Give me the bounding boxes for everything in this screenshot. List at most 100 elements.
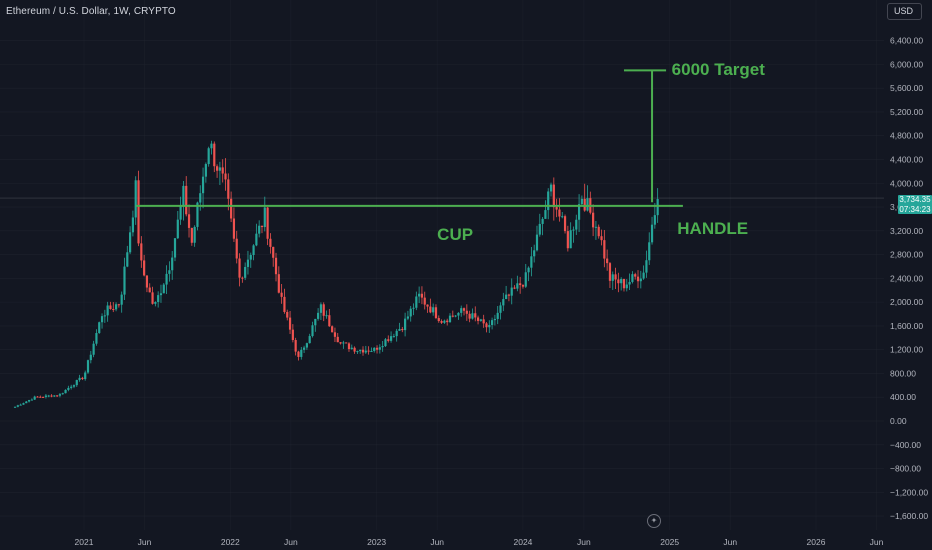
candle-body [179, 206, 182, 220]
candle-body [224, 173, 227, 180]
candle-body [154, 301, 157, 304]
candle-body [555, 207, 558, 210]
grid-lines [0, 40, 884, 517]
candle-body [406, 316, 410, 319]
price-tick-label: 1,600.00 [890, 321, 923, 331]
candle-body [269, 238, 272, 247]
candle-body [274, 257, 278, 275]
candle-body [238, 258, 241, 278]
candle-body [196, 202, 199, 227]
candle-body [70, 386, 73, 388]
candle-body [462, 308, 466, 311]
handle-label[interactable]: HANDLE [677, 219, 748, 238]
candle-body [213, 143, 216, 167]
candle-body [317, 312, 320, 319]
price-tick-label: 400.00 [890, 392, 916, 402]
candle-body [84, 372, 87, 380]
candle-body [114, 304, 118, 310]
price-tick-label: 4,000.00 [890, 178, 923, 188]
candle-body [241, 277, 244, 279]
candle-body [95, 333, 98, 344]
candle-body [42, 396, 45, 398]
candle-body [479, 319, 482, 321]
candle-body [255, 233, 258, 246]
candle-body [521, 285, 525, 287]
time-tick-label: 2023 [367, 537, 386, 547]
candle-body [120, 294, 123, 305]
time-axis[interactable]: 2021 Jun 2022 Jun 2023 Jun 2024 Jun 2025 Jun 2026 J… [75, 537, 884, 547]
candle-body [519, 283, 522, 286]
cup-label[interactable]: CUP [437, 225, 473, 244]
time-tick-label: 2022 [221, 537, 240, 547]
candle-body [173, 238, 177, 258]
price-tick-label: 5,200.00 [890, 107, 923, 117]
candle-body [277, 274, 280, 293]
candle-body [171, 257, 174, 271]
candle-body [471, 313, 474, 319]
candle-body [58, 394, 62, 396]
candle-body [33, 396, 36, 400]
candle-body [322, 304, 325, 316]
candle-body [176, 219, 179, 239]
time-tick-label: 2024 [513, 537, 532, 547]
price-axis[interactable]: 6,400.00 6,000.00 5,600.00 5,200.00 4,800.00… [890, 36, 928, 521]
goto-realtime-icon[interactable]: ✦ [647, 514, 661, 528]
candle-body [404, 318, 407, 331]
bar-countdown: 07:34:23 [899, 204, 931, 214]
candle-body [392, 336, 395, 338]
candle-body [280, 292, 283, 297]
candle-body [165, 273, 168, 285]
candle-body [123, 266, 126, 295]
candle-body [516, 283, 519, 289]
last-price-badge: 3,734.35 07:34:23 [898, 195, 932, 214]
candle-body [140, 243, 143, 261]
candle-body [249, 254, 252, 260]
candle-body [356, 351, 359, 353]
candle-body [182, 185, 185, 207]
candle-body [656, 199, 659, 216]
candle-body [432, 307, 435, 313]
candle-body [22, 403, 25, 405]
candle-body [544, 210, 547, 219]
candle-body [117, 304, 120, 306]
candle-body [451, 315, 454, 317]
candle-body [137, 180, 140, 244]
currency-button[interactable]: USD [887, 3, 922, 20]
candle-body [353, 347, 356, 352]
candle-body [561, 216, 564, 218]
candle-body [187, 214, 191, 228]
candle-body [263, 207, 266, 228]
candle-body [490, 320, 494, 325]
candle-body [16, 405, 19, 407]
candle-body [92, 343, 95, 355]
candle-body [168, 270, 171, 274]
price-tick-label: 6,400.00 [890, 36, 923, 46]
candle-body [622, 279, 626, 289]
candle-body [134, 180, 137, 218]
candle-body [367, 350, 370, 352]
candle-body [305, 343, 308, 348]
candle-body [409, 308, 412, 317]
candle-body [266, 207, 269, 239]
candle-body [336, 336, 339, 343]
candle-body [603, 240, 606, 259]
candle-body [608, 263, 612, 281]
candle-body [395, 330, 398, 337]
candle-body [81, 377, 84, 380]
annotation-labels: 6000 Target CUP HANDLE [437, 60, 765, 244]
candle-body [642, 272, 645, 279]
price-tick-label: 2,800.00 [890, 250, 923, 260]
candle-body [204, 164, 207, 177]
candle-body [246, 259, 250, 267]
time-tick-label: 2026 [807, 537, 826, 547]
price-tick-label: 5,600.00 [890, 83, 923, 93]
candle-body [252, 245, 255, 255]
target-label[interactable]: 6000 Target [672, 60, 766, 79]
candle-body [485, 323, 488, 328]
candle-body [311, 325, 314, 337]
candle-body [552, 184, 555, 208]
candle-body [25, 401, 28, 404]
candle-body [373, 347, 376, 351]
candle-body [527, 267, 530, 273]
